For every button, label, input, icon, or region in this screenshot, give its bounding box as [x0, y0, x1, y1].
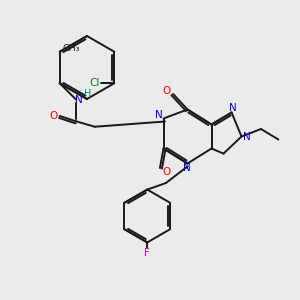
Text: N: N [243, 131, 251, 142]
Text: Cl: Cl [89, 78, 99, 88]
Text: O: O [49, 111, 57, 121]
Text: N: N [75, 95, 83, 105]
Text: N: N [154, 110, 162, 120]
Text: F: F [144, 248, 150, 258]
Text: CH₃: CH₃ [62, 44, 80, 53]
Text: N: N [183, 163, 191, 173]
Text: O: O [162, 167, 171, 177]
Text: N: N [229, 103, 237, 113]
Text: O: O [162, 86, 171, 96]
Text: H: H [84, 89, 91, 99]
